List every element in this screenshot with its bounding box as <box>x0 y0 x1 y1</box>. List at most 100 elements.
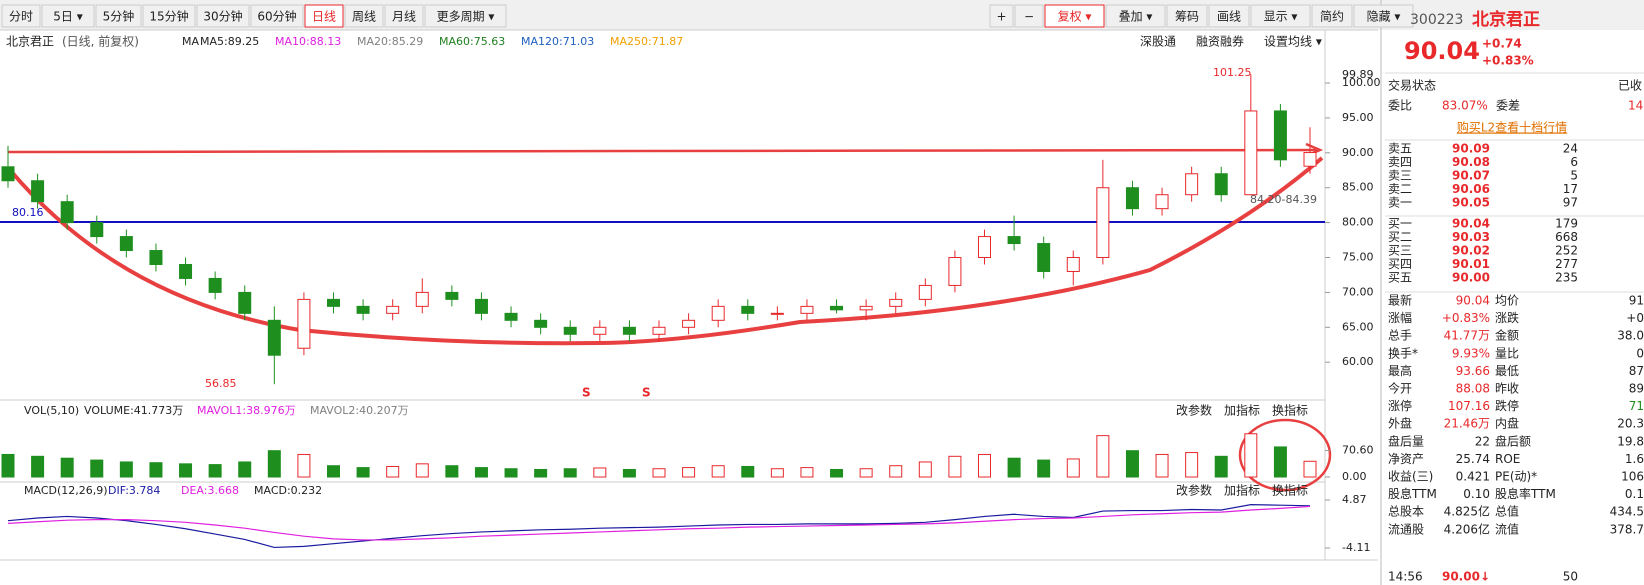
volume-bar <box>1 453 15 478</box>
candle-body <box>1303 152 1317 167</box>
volume-bar <box>1303 460 1317 478</box>
volume-bar <box>1096 435 1110 478</box>
period-button[interactable] <box>196 4 250 28</box>
period-button[interactable] <box>304 4 344 28</box>
volume-bar <box>297 453 311 478</box>
tool-label[interactable]: + <box>996 10 1006 24</box>
book-volume: 24 <box>1563 142 1578 156</box>
indicator-link[interactable]: 加指标 <box>1224 483 1260 498</box>
tool-label[interactable]: 简约 <box>1320 9 1344 24</box>
tool-button[interactable] <box>1166 4 1208 28</box>
volume-bar <box>1007 457 1021 478</box>
tool-button[interactable] <box>1353 4 1414 28</box>
candle-body <box>682 319 696 328</box>
y-tick-label: 65.00 <box>1342 320 1374 333</box>
volume-bar <box>119 461 133 478</box>
tool-label[interactable]: 筹码 <box>1175 10 1199 24</box>
period-label[interactable]: 15分钟 <box>149 9 188 24</box>
stat-value: 41.77万 <box>1444 329 1490 343</box>
period-label[interactable]: 更多周期 ▾ <box>437 10 495 24</box>
period-label[interactable]: 月线 <box>392 10 416 24</box>
stat-label: 股息TTM <box>1388 486 1437 501</box>
tool-label[interactable]: 显示 ▾ <box>1264 10 1298 24</box>
stat-label: 量比 <box>1495 346 1519 360</box>
l2-link[interactable]: 购买L2查看十档行情 <box>1457 120 1567 135</box>
book-level: 卖二 <box>1388 182 1412 196</box>
tool-button[interactable] <box>1250 4 1311 28</box>
tool-button[interactable] <box>1105 4 1166 28</box>
volume-bar <box>60 457 74 478</box>
tool-button[interactable] <box>1044 4 1105 28</box>
candle-body <box>60 201 74 224</box>
header-link[interactable]: 设置均线 ▾ <box>1264 35 1322 49</box>
candle-body <box>1 166 15 182</box>
stat-label: 盘后量 <box>1388 433 1424 448</box>
ma-value: MA20:85.29 <box>357 35 423 48</box>
candle-body <box>1244 110 1258 196</box>
candle-body <box>1273 110 1287 161</box>
volume-bar <box>1155 453 1169 478</box>
period-button[interactable] <box>384 4 424 28</box>
period-label[interactable]: 30分钟 <box>203 9 242 24</box>
period-button[interactable] <box>41 4 95 28</box>
stat-label: 涨停 <box>1388 398 1412 413</box>
indicator-title: VOL(5,10) <box>24 404 79 417</box>
stat-value: 93.66 <box>1456 364 1490 378</box>
volume-bar <box>711 465 725 478</box>
tool-button[interactable] <box>1311 4 1353 28</box>
volume-bar <box>1037 459 1051 478</box>
header-link[interactable]: 融资融券 <box>1196 34 1244 49</box>
tool-button[interactable] <box>989 4 1014 28</box>
volume-bar <box>622 468 636 478</box>
indicator-link[interactable]: 换指标 <box>1272 403 1308 418</box>
volume-bar <box>504 468 518 478</box>
volume-bar <box>563 468 577 478</box>
stat-value: 22 <box>1475 434 1490 448</box>
period-button[interactable] <box>424 4 507 28</box>
indicator-link[interactable]: 改参数 <box>1176 403 1212 418</box>
book-volume: 6 <box>1570 155 1578 169</box>
stat-label: 总值 <box>1495 504 1519 519</box>
indicator-link[interactable]: 改参数 <box>1176 483 1212 498</box>
ma-value: MA120:71.03 <box>521 35 594 48</box>
indicator-legend: MAVOL1:38.976万 <box>197 404 296 417</box>
period-label[interactable]: 日线 <box>312 10 336 24</box>
period-label[interactable]: 5分钟 <box>103 9 135 24</box>
stat-value: 25.74 <box>1456 452 1490 466</box>
book-price: 90.05 <box>1452 196 1490 210</box>
volume-bar <box>1273 446 1287 478</box>
stat-value: 89 <box>1629 382 1644 396</box>
stat-label: 金额 <box>1495 328 1519 343</box>
period-button[interactable] <box>1 4 41 28</box>
stat-value: 378.7 <box>1610 522 1644 536</box>
tool-label[interactable]: 画线 <box>1217 10 1241 24</box>
period-button[interactable] <box>250 4 304 28</box>
volume-circle <box>1238 418 1332 492</box>
stat-value: 434.5 <box>1610 505 1644 519</box>
candle-body <box>208 277 222 293</box>
book-level: 卖四 <box>1388 155 1412 169</box>
tool-button[interactable] <box>1208 4 1250 28</box>
tool-button[interactable] <box>1014 4 1044 28</box>
tool-label[interactable]: 复权 ▾ <box>1058 10 1092 24</box>
period-button[interactable] <box>344 4 384 28</box>
period-label[interactable]: 分时 <box>9 10 33 24</box>
last-price: 90.04 <box>1404 37 1480 65</box>
book-price: 90.07 <box>1452 169 1490 183</box>
period-button[interactable] <box>142 4 196 28</box>
period-label[interactable]: 60分钟 <box>257 9 296 24</box>
y-tick-label: 60.00 <box>1342 355 1374 368</box>
period-label[interactable]: 5日 ▾ <box>53 10 82 24</box>
stat-label: 最新 <box>1388 293 1412 308</box>
volume-bar <box>978 453 991 478</box>
indicator-link[interactable]: 加指标 <box>1224 403 1260 418</box>
header-link[interactable]: 深股通 <box>1140 35 1176 49</box>
period-button[interactable] <box>95 4 142 28</box>
indicator-link[interactable]: 换指标 <box>1272 483 1308 498</box>
tick-volume: 50 <box>1563 570 1578 584</box>
tool-label[interactable]: 隐藏 ▾ <box>1367 10 1401 24</box>
tool-label[interactable]: 叠加 ▾ <box>1119 10 1153 24</box>
tool-label[interactable]: − <box>1024 10 1034 24</box>
period-label[interactable]: 周线 <box>352 10 376 24</box>
